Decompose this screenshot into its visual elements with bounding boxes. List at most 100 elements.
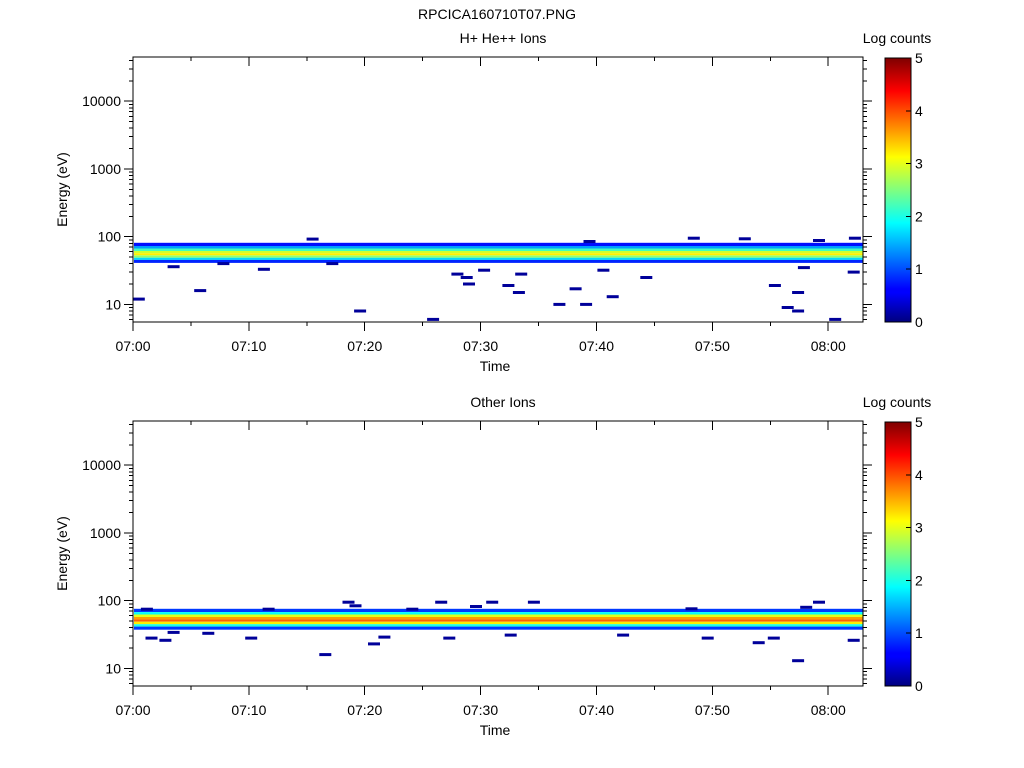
x-tick-label: 07:20	[347, 338, 382, 354]
colorbar-tick-label: 1	[915, 625, 923, 641]
event-mark	[451, 272, 464, 276]
event-mark	[262, 607, 275, 611]
event-mark	[813, 239, 825, 242]
event-mark	[580, 302, 593, 306]
band-row	[134, 612, 863, 615]
event-mark	[342, 600, 355, 604]
event-mark	[306, 237, 319, 241]
y-tick-label: 10000	[82, 93, 121, 109]
event-mark	[257, 267, 270, 271]
event-mark	[792, 659, 805, 663]
x-tick-label: 08:00	[811, 338, 846, 354]
event-mark	[326, 262, 339, 266]
event-mark	[800, 605, 813, 609]
colorbar-label: Log counts	[863, 30, 932, 46]
event-mark	[527, 600, 540, 604]
event-mark	[167, 630, 180, 634]
event-mark	[813, 600, 825, 604]
event-mark	[738, 237, 751, 241]
event-mark	[202, 631, 215, 635]
colorbar-frame	[884, 421, 912, 687]
band-row	[134, 621, 863, 625]
y-tick-label: 10	[105, 660, 121, 676]
band-row	[134, 257, 863, 260]
band-row	[134, 248, 863, 251]
band-row	[134, 617, 863, 620]
event-mark	[553, 302, 566, 306]
event-mark	[406, 607, 419, 611]
event-mark	[460, 276, 473, 279]
x-tick-label: 07:30	[463, 338, 498, 354]
event-mark	[319, 653, 332, 657]
y-tick-label: 10000	[82, 457, 121, 473]
colorbar-tick-label: 2	[915, 572, 923, 588]
band-row	[134, 624, 863, 627]
y-axis-label: Energy (eV)	[54, 152, 70, 227]
event-mark	[687, 236, 700, 240]
event-mark	[194, 289, 207, 293]
event-mark	[606, 295, 619, 299]
x-tick-label: 07:40	[579, 702, 614, 718]
plot-frame	[132, 56, 864, 323]
x-tick-label: 07:20	[347, 702, 382, 718]
event-mark	[145, 636, 158, 640]
event-mark	[470, 605, 482, 608]
colorbar-tick-label: 3	[915, 156, 923, 172]
x-tick-label: 07:10	[231, 338, 266, 354]
event-mark	[767, 636, 780, 640]
event-mark	[701, 636, 714, 640]
colorbar-tick-label: 5	[915, 414, 923, 430]
event-mark	[752, 641, 765, 645]
colorbar-tick-label: 2	[915, 208, 923, 224]
colorbar-tick-label: 0	[915, 678, 923, 694]
y-tick-label: 10	[105, 296, 121, 312]
plot-frame	[132, 420, 864, 687]
y-tick-label: 100	[98, 593, 122, 609]
x-tick-label: 08:00	[811, 702, 846, 718]
band-row	[134, 255, 863, 258]
event-mark	[435, 600, 448, 604]
event-mark	[829, 317, 842, 321]
event-mark	[245, 636, 258, 640]
event-mark	[848, 236, 861, 240]
band-row	[134, 614, 863, 617]
event-mark	[768, 284, 781, 287]
event-mark	[443, 636, 456, 640]
event-mark	[217, 262, 230, 266]
event-mark	[132, 297, 145, 301]
event-mark	[427, 317, 440, 321]
event-mark	[847, 270, 860, 274]
event-mark	[354, 309, 367, 313]
event-mark	[504, 633, 517, 637]
band-row	[134, 253, 863, 256]
x-axis-label: Time	[480, 358, 511, 374]
event-mark	[349, 604, 362, 608]
band-row	[134, 242, 863, 246]
band-row	[134, 626, 863, 630]
colorbar-tick-label: 4	[915, 103, 923, 119]
panel-title: H+ He++ Ions	[460, 30, 547, 46]
colorbar	[885, 58, 911, 322]
event-mark	[569, 287, 582, 291]
y-tick-label: 100	[98, 229, 122, 245]
x-tick-label: 07:50	[695, 338, 730, 354]
event-mark	[159, 638, 172, 642]
colorbar-frame	[884, 57, 912, 323]
x-tick-label: 07:30	[463, 702, 498, 718]
x-tick-label: 07:40	[579, 338, 614, 354]
event-mark	[502, 284, 515, 287]
event-mark	[597, 268, 610, 272]
spectrogram-panel: H+ He++ Ions 07:00 07:10 07:20 07:30 07:40 07:…	[54, 30, 931, 374]
event-mark	[378, 635, 391, 639]
x-axis-label: Time	[480, 722, 511, 738]
x-tick-label: 07:10	[231, 702, 266, 718]
x-tick-label: 07:50	[695, 702, 730, 718]
event-mark	[640, 276, 653, 279]
colorbar-label: Log counts	[863, 394, 932, 410]
event-mark	[792, 291, 805, 294]
event-mark	[463, 282, 475, 286]
event-mark	[847, 638, 860, 642]
colorbar-tick-label: 5	[915, 50, 923, 66]
event-mark	[486, 600, 499, 604]
